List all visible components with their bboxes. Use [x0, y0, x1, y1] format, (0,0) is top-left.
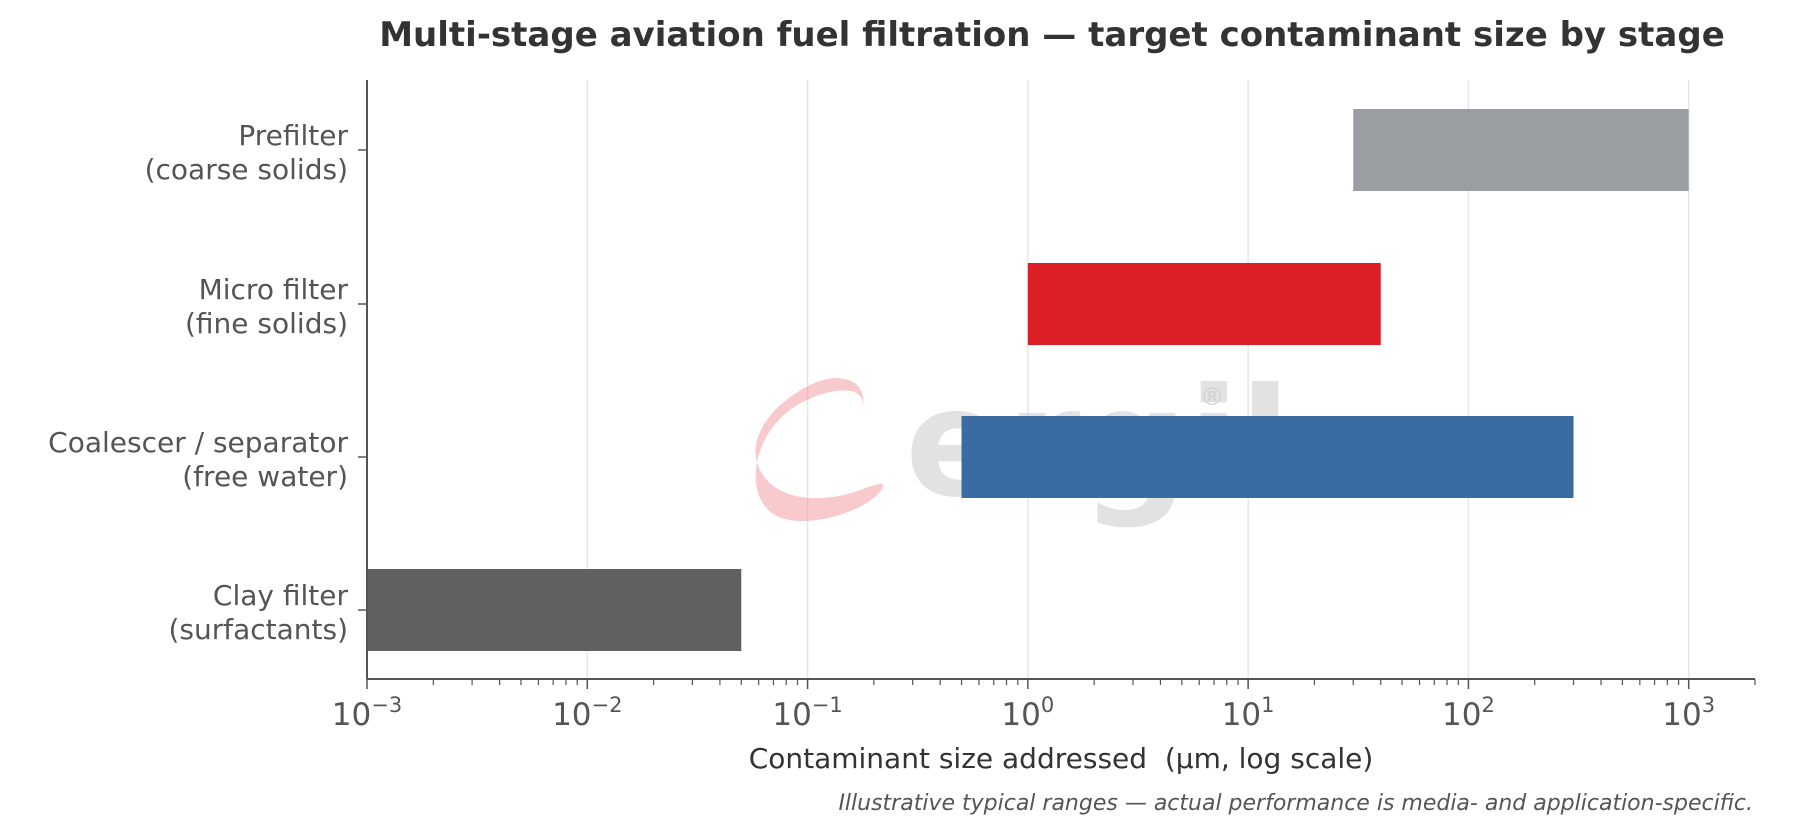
category-sublabel: (coarse solids) — [145, 153, 348, 186]
category-label: Micro filter — [199, 273, 349, 306]
bar — [367, 569, 742, 651]
bar — [961, 416, 1574, 498]
x-tick-label: 100 — [1001, 693, 1054, 733]
category-sublabel: (fine solids) — [185, 307, 348, 340]
category-label: Coalescer / separator — [48, 426, 348, 459]
watermark-mark: ® — [1200, 383, 1224, 411]
watermark-logo-swirl — [755, 378, 884, 522]
category-sublabel: (free water) — [182, 460, 348, 493]
category-sublabel: (surfactants) — [168, 613, 348, 646]
x-tick-label: 10−1 — [772, 693, 842, 733]
bar — [1027, 263, 1381, 345]
x-tick-label: 10−3 — [332, 693, 402, 733]
bars — [367, 109, 1689, 651]
footnote: Illustrative typical ranges — actual per… — [838, 791, 1753, 816]
category-label: Prefilter — [238, 119, 348, 152]
category-labels: Prefilter(coarse solids) Micro filter(fin… — [48, 119, 367, 646]
chart-title: Multi-stage aviation fuel filtration — t… — [379, 15, 1725, 55]
x-ticks: 10−3 10−2 10−1 100 101 102 103 — [332, 679, 1756, 733]
x-axis-label: Contaminant size addressed (μm, log scal… — [749, 742, 1374, 775]
x-tick-label: 10−2 — [552, 693, 622, 733]
x-tick-label: 102 — [1442, 693, 1495, 733]
category-label: Clay filter — [213, 579, 349, 612]
bar — [1353, 109, 1689, 191]
x-tick-label: 101 — [1222, 693, 1275, 733]
x-tick-label: 103 — [1662, 693, 1715, 733]
